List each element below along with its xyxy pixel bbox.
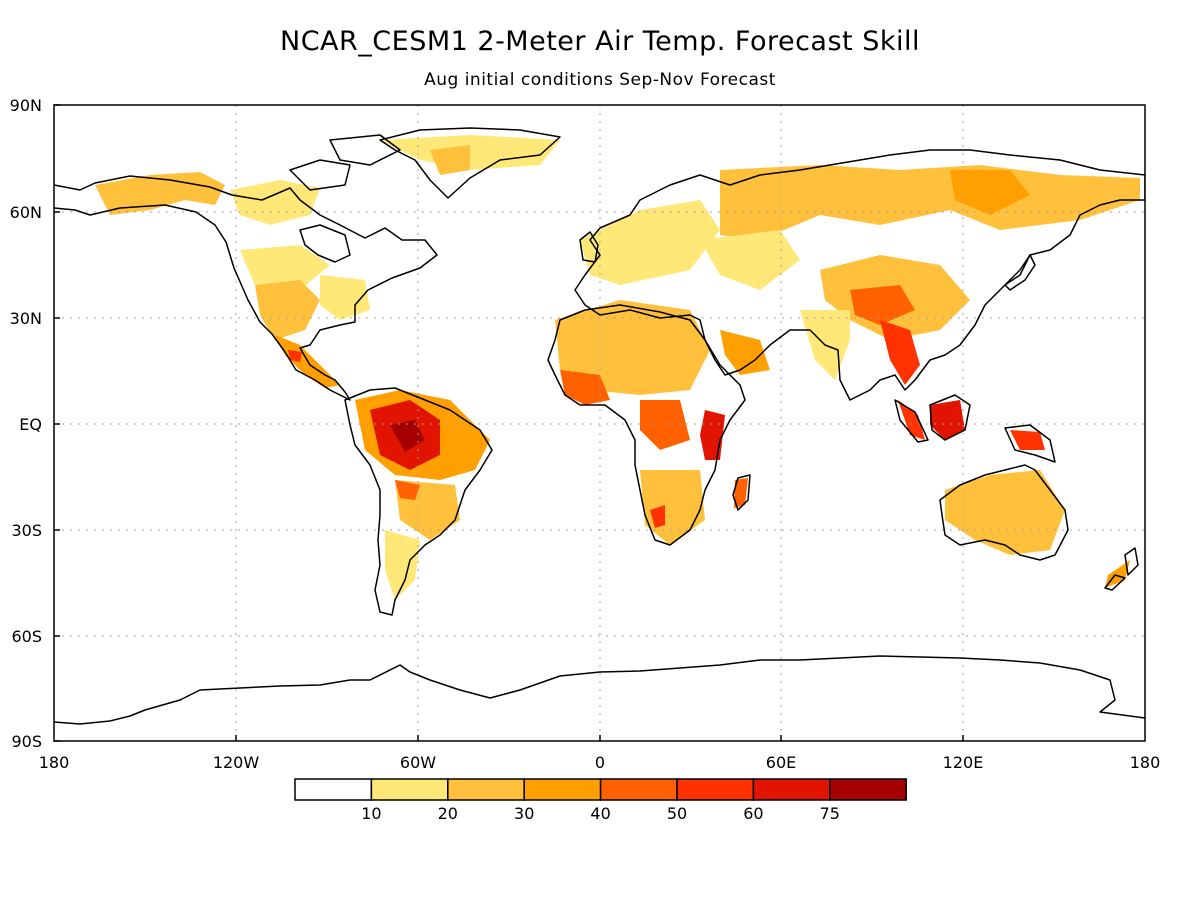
lat-labels: 90N 60N 30N EQ 30S 60S 90S — [10, 96, 42, 751]
map-title: NCAR_CESM1 2-Meter Air Temp. Forecast Sk… — [280, 26, 920, 57]
shade-siberia-core — [950, 170, 1030, 215]
shade-west-africa — [560, 370, 610, 405]
lon-ticks — [235, 735, 964, 741]
shade-central-africa — [640, 400, 690, 450]
coast-new-guinea — [1004, 424, 1056, 463]
coast-south-america — [344, 387, 493, 616]
shade-alaska-canada — [95, 172, 225, 215]
coast-north-america — [54, 175, 438, 401]
lat-label-60n: 60N — [10, 203, 42, 222]
coast-eurasia — [574, 149, 1145, 401]
lat-ticks — [54, 104, 60, 742]
lat-label-90s: 90S — [11, 732, 42, 751]
lat-label-eq: EQ — [19, 415, 42, 434]
colorbar-label-50: 50 — [667, 804, 687, 823]
shade-central-canada — [240, 245, 330, 290]
colorbar-label-30: 30 — [514, 804, 534, 823]
shade-south-africa — [640, 470, 705, 545]
colorbar-box-4 — [599, 778, 678, 801]
colorbar-label-40: 40 — [590, 804, 610, 823]
shade-mexico-core — [288, 350, 302, 362]
coast-madagascar — [732, 474, 751, 511]
lon-label-180e: 180 — [1130, 753, 1161, 772]
colorbar: 10 20 30 40 50 60 75 — [294, 778, 907, 823]
shade-se-asia — [880, 320, 920, 385]
shade-arabia — [720, 330, 770, 375]
lon-label-0: 0 — [595, 753, 605, 772]
graticule — [54, 105, 1145, 741]
coast-arctic-islands — [289, 134, 401, 191]
lon-label-60e: 60E — [766, 753, 796, 772]
shade-southern-tip — [650, 505, 665, 528]
shade-maritime — [930, 400, 965, 440]
shade-madagascar — [734, 478, 748, 508]
coast-britain — [579, 231, 599, 263]
colorbar-box-7 — [829, 778, 907, 801]
colorbar-label-10: 10 — [361, 804, 381, 823]
coast-antarctica — [54, 655, 1145, 725]
shade-tibet — [850, 285, 915, 325]
shade-east-africa — [700, 410, 725, 460]
lon-labels: 180 120W 60W 0 60E 120E 180 — [39, 753, 1161, 772]
colorbar-box-2 — [447, 778, 525, 801]
coast-africa — [547, 304, 746, 546]
lat-label-30s: 30S — [11, 521, 42, 540]
lon-label-120e: 120E — [943, 753, 984, 772]
coast-borneo — [929, 394, 971, 441]
lat-label-90n: 90N — [10, 96, 42, 115]
shade-western-us — [255, 280, 320, 340]
shade-europe — [580, 200, 720, 285]
colorbar-label-60: 60 — [743, 804, 763, 823]
coast-japan — [1004, 254, 1036, 291]
colorbar-box-1 — [370, 778, 449, 801]
coast-australia — [939, 464, 1069, 561]
colorbar-box-3 — [523, 778, 602, 801]
lon-label-180w: 180 — [39, 753, 70, 772]
shade-siberia — [720, 165, 1140, 240]
coast-new-zealand — [1104, 547, 1139, 591]
colorbar-label-75: 75 — [820, 804, 840, 823]
lat-label-30n: 30N — [10, 309, 42, 328]
shade-sahara — [555, 300, 710, 395]
coastlines — [54, 127, 1145, 725]
coast-hudson — [299, 224, 351, 263]
shade-greenland-coast — [430, 145, 470, 175]
coast-greenland — [379, 127, 561, 199]
shade-new-guinea — [1010, 430, 1045, 450]
lat-label-60s: 60S — [11, 627, 42, 646]
colorbar-box-0 — [294, 778, 373, 801]
coast-sumatra — [894, 399, 929, 443]
shade-eastern-us — [320, 275, 370, 320]
shade-central-asia — [700, 230, 800, 290]
shade-australia — [945, 470, 1065, 555]
lon-label-120w: 120W — [213, 753, 260, 772]
shade-amazon-peak — [390, 420, 425, 452]
colorbar-label-20: 20 — [438, 804, 458, 823]
colorbar-box-6 — [752, 778, 831, 801]
shade-canada-north — [230, 180, 320, 225]
lon-label-60w: 60W — [400, 753, 436, 772]
map-subtitle: Aug initial conditions Sep-Nov Forecast — [424, 70, 776, 90]
shade-argentina — [385, 530, 420, 600]
shade-bolivia — [395, 480, 420, 500]
colorbar-box-5 — [676, 778, 755, 801]
shade-sumatra — [898, 400, 925, 440]
